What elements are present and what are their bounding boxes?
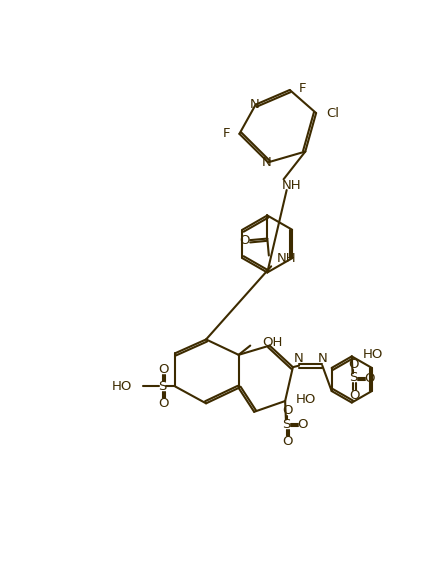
- Text: N: N: [317, 352, 327, 365]
- Text: O: O: [282, 435, 293, 449]
- Text: O: O: [158, 363, 169, 376]
- Text: S: S: [349, 372, 357, 384]
- Text: N: N: [261, 156, 272, 169]
- Text: NH: NH: [282, 179, 301, 192]
- Text: O: O: [239, 234, 249, 247]
- Text: O: O: [158, 397, 169, 410]
- Text: O: O: [298, 418, 308, 431]
- Text: HO: HO: [111, 380, 132, 393]
- Text: N: N: [294, 352, 304, 365]
- Text: Cl: Cl: [327, 107, 340, 120]
- Text: S: S: [282, 418, 291, 431]
- Text: HO: HO: [362, 348, 383, 361]
- Text: S: S: [158, 380, 167, 393]
- Text: O: O: [282, 404, 293, 417]
- Text: O: O: [348, 357, 359, 370]
- Text: NH: NH: [277, 252, 296, 265]
- Text: N: N: [249, 98, 259, 111]
- Text: O: O: [364, 372, 375, 385]
- Text: OH: OH: [262, 336, 282, 349]
- Text: O: O: [349, 389, 360, 402]
- Text: F: F: [222, 127, 230, 140]
- Text: F: F: [298, 82, 306, 95]
- Text: HO: HO: [296, 393, 316, 406]
